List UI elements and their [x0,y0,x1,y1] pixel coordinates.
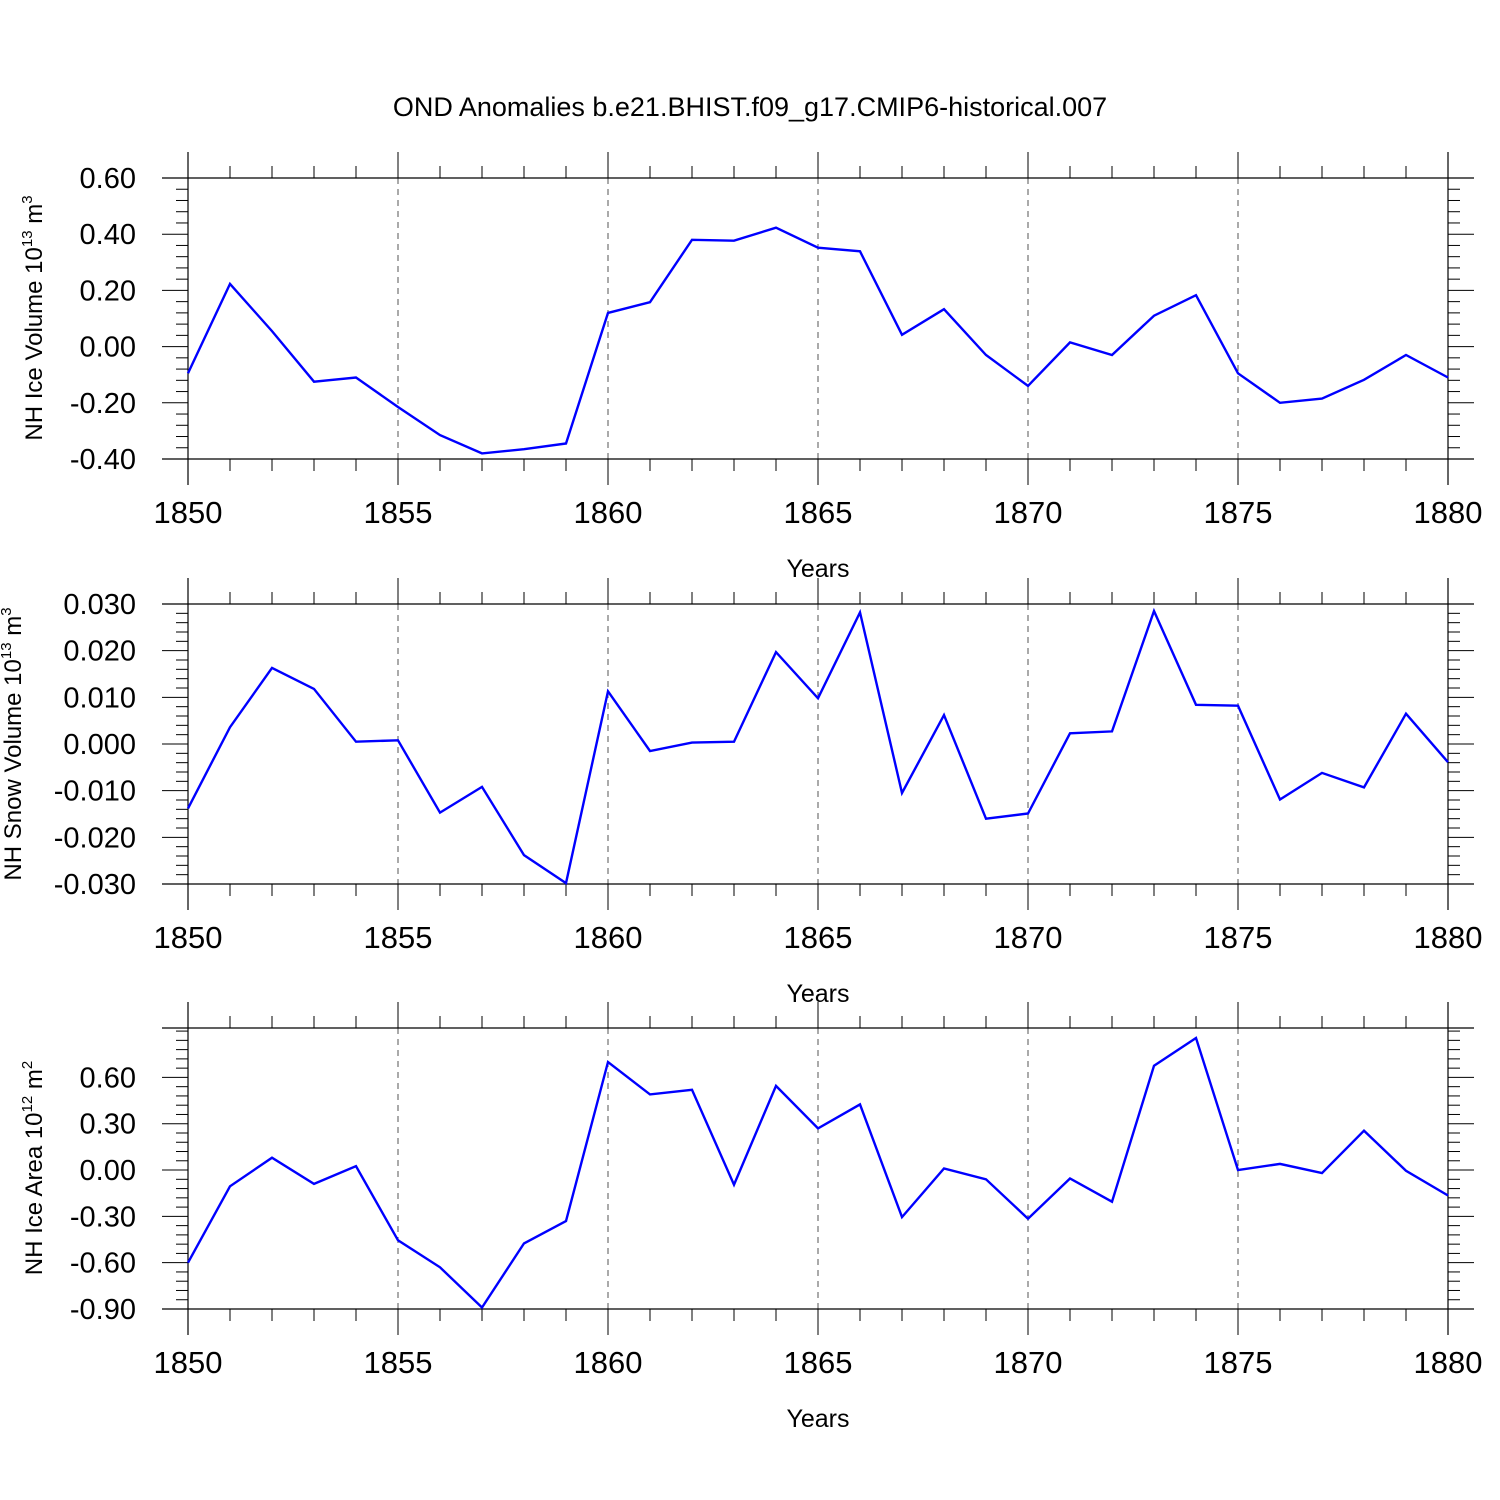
x-axis-title: Years [786,1405,849,1433]
series-line [186,226,1449,455]
y-tick-label: 0.30 [80,1109,136,1141]
x-tick-label: 1880 [1414,1345,1483,1380]
x-tick-label: 1875 [1204,920,1273,955]
y-tick-label: -0.90 [70,1294,136,1326]
series-line [186,607,1449,886]
y-axis-title: NH Ice Area 1012 m2 [19,1061,48,1275]
x-tick-label: 1855 [364,920,433,955]
y-axis-title: NH Ice Volume 1013 m3 [19,195,48,440]
y-tick-label: -0.40 [70,444,136,476]
panel-1: -0.40 -0.20 0.00 0.20 0.40 0.60 1850 1855 1860 18… [19,152,1482,583]
x-tick-label: 1865 [784,1345,853,1380]
x-tick-label: 1860 [574,920,643,955]
y-axis-title: NH Snow Volume 1013 m3 [0,607,27,880]
x-tick-label: 1850 [154,920,223,955]
y-tick-label: -0.30 [70,1201,136,1233]
x-tick-label: 1855 [364,1345,433,1380]
x-tick-label: 1875 [1204,495,1273,530]
x-tick-label: 1865 [784,495,853,530]
chart-panels: -0.40 -0.20 0.00 0.20 0.40 0.60 1850 1855 1860 18… [0,152,1482,1433]
y-tick-label: 0.030 [63,589,136,621]
figure-title: OND Anomalies b.e21.BHIST.f09_g17.CMIP6-… [393,92,1107,122]
y-tick-label: 0.00 [80,332,136,364]
panel-3: -0.90 -0.60 -0.30 0.00 0.30 0.60 1850 1855 1860 1… [19,1002,1482,1433]
x-tick-label: 1860 [574,495,643,530]
x-tick-label: 1880 [1414,920,1483,955]
x-tick-label: 1865 [784,920,853,955]
x-tick-label: 1870 [994,920,1063,955]
y-tick-label: -0.030 [54,869,136,901]
y-tick-label: -0.60 [70,1248,136,1280]
y-tick-label: 0.000 [63,729,136,761]
y-tick-label: -0.20 [70,388,136,420]
y-tick-label: 0.60 [80,1062,136,1094]
x-tick-label: 1850 [154,495,223,530]
y-tick-label: -0.020 [54,822,136,854]
x-tick-label: 1855 [364,495,433,530]
y-tick-label: -0.010 [54,776,136,808]
x-tick-label: 1870 [994,1345,1063,1380]
x-tick-label: 1850 [154,1345,223,1380]
x-tick-label: 1880 [1414,495,1483,530]
panel-2: -0.030 -0.020 -0.010 0.000 0.010 0.020 0.030 18… [0,578,1482,1008]
y-tick-label: 0.020 [63,636,136,668]
y-tick-label: 0.20 [80,275,136,307]
y-tick-label: 0.00 [80,1155,136,1187]
x-tick-label: 1860 [574,1345,643,1380]
x-tick-label: 1875 [1204,1345,1273,1380]
y-tick-label: 0.010 [63,682,136,714]
x-tick-label: 1870 [994,495,1063,530]
series-line [186,1036,1449,1310]
y-tick-label: 0.60 [80,163,136,195]
y-tick-label: 0.40 [80,219,136,251]
